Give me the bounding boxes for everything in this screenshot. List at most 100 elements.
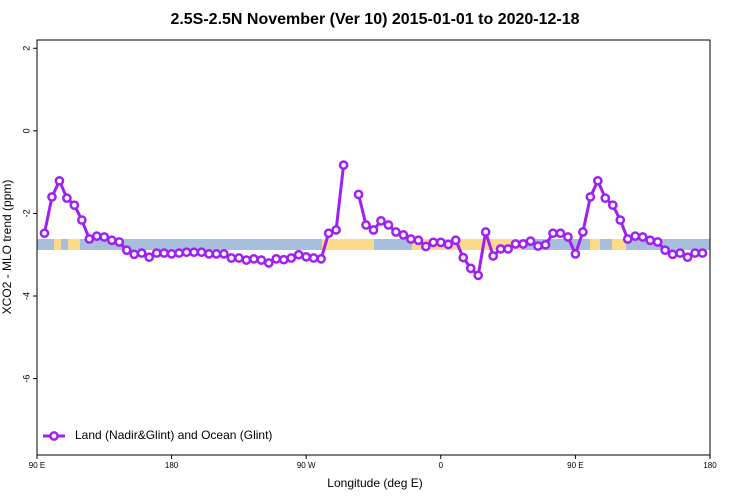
data-point bbox=[331, 225, 341, 235]
data-point bbox=[398, 230, 409, 240]
data-point bbox=[667, 249, 678, 260]
data-point bbox=[495, 244, 506, 254]
data-point bbox=[473, 270, 484, 281]
data-point bbox=[465, 263, 476, 274]
data-point bbox=[510, 239, 521, 249]
data-point bbox=[570, 249, 581, 259]
data-point bbox=[600, 193, 611, 204]
data-point bbox=[174, 248, 184, 258]
data-point bbox=[77, 215, 87, 225]
data-point bbox=[645, 235, 656, 246]
x-axis-label: Longitude (deg E) bbox=[327, 476, 422, 490]
data-point bbox=[518, 239, 528, 249]
data-point bbox=[278, 254, 289, 265]
data-point bbox=[166, 249, 177, 259]
data-point bbox=[219, 249, 229, 259]
data-point bbox=[69, 200, 80, 211]
y-tick-label: -4 bbox=[21, 292, 31, 300]
data-point bbox=[338, 160, 349, 170]
data-point bbox=[271, 254, 282, 264]
surface-band bbox=[37, 239, 710, 250]
data-point bbox=[563, 232, 573, 242]
chart-title: 2.5S-2.5N November (Ver 10) 2015-01-01 t… bbox=[170, 11, 579, 28]
data-point bbox=[84, 234, 95, 244]
data-point bbox=[114, 237, 125, 247]
data-point bbox=[159, 248, 169, 258]
data-point bbox=[129, 249, 140, 260]
data-point bbox=[301, 251, 312, 262]
data-point bbox=[458, 252, 469, 263]
legend-label: Land (Nadir&Glint) and Ocean (Glint) bbox=[75, 428, 272, 442]
data-point bbox=[234, 253, 244, 263]
legend-marker bbox=[49, 431, 59, 441]
data-point bbox=[488, 251, 498, 261]
land-band bbox=[612, 239, 626, 250]
data-point bbox=[435, 237, 446, 248]
data-point bbox=[106, 235, 117, 246]
data-point bbox=[62, 193, 72, 204]
data-point bbox=[443, 239, 454, 250]
data-point bbox=[308, 253, 319, 263]
data-point bbox=[525, 236, 536, 246]
data-point bbox=[47, 192, 57, 202]
y-tick-label: -2 bbox=[21, 209, 31, 217]
y-axis-label: XCO2 - MLO trend (ppm) bbox=[0, 180, 14, 315]
data-point bbox=[592, 175, 603, 186]
data-point bbox=[323, 228, 334, 239]
data-point bbox=[540, 239, 551, 250]
data-point bbox=[189, 247, 199, 258]
data-point bbox=[211, 249, 222, 259]
x-tick-label: 180 bbox=[703, 461, 717, 470]
data-point bbox=[353, 189, 364, 200]
data-point bbox=[249, 254, 259, 264]
data-point bbox=[652, 237, 663, 247]
data-point bbox=[682, 252, 693, 263]
data-point bbox=[585, 192, 596, 202]
y-tick-label: 2 bbox=[21, 46, 31, 51]
data-point bbox=[383, 220, 394, 230]
data-point bbox=[428, 237, 439, 248]
data-point bbox=[263, 258, 274, 268]
data-point bbox=[293, 249, 304, 260]
data-point bbox=[450, 235, 461, 246]
data-point bbox=[286, 253, 297, 263]
data-point bbox=[39, 228, 50, 239]
data-point bbox=[480, 227, 491, 237]
data-point bbox=[256, 255, 267, 265]
data-point bbox=[368, 225, 379, 235]
x-tick-label: 180 bbox=[165, 461, 179, 470]
land-band bbox=[322, 239, 374, 250]
data-point bbox=[361, 220, 371, 230]
plot-frame bbox=[36, 39, 711, 456]
data-point bbox=[420, 241, 431, 252]
data-point bbox=[91, 231, 102, 241]
series-line bbox=[43, 164, 703, 279]
data-point bbox=[660, 245, 670, 256]
data-point bbox=[226, 253, 237, 263]
data-point bbox=[413, 235, 424, 246]
data-point bbox=[548, 228, 558, 239]
data-point bbox=[151, 248, 162, 258]
data-point bbox=[241, 255, 252, 265]
data-point bbox=[697, 248, 708, 258]
x-tick-label: 90 E bbox=[567, 461, 583, 470]
data-point bbox=[204, 249, 214, 259]
data-point bbox=[136, 248, 147, 258]
land-band bbox=[54, 239, 61, 250]
data-point bbox=[637, 232, 648, 242]
data-point bbox=[181, 247, 192, 258]
data-point bbox=[615, 215, 626, 225]
data-point bbox=[376, 216, 386, 226]
data-point bbox=[607, 200, 618, 211]
data-point bbox=[630, 231, 641, 241]
data-point bbox=[316, 254, 327, 264]
data-point bbox=[406, 234, 416, 244]
data-point bbox=[690, 248, 700, 258]
data-point bbox=[622, 234, 633, 244]
land-band bbox=[590, 239, 600, 250]
x-tick-label: 90 E bbox=[29, 461, 45, 470]
data-point bbox=[533, 241, 543, 251]
data-point bbox=[555, 228, 566, 239]
land-band bbox=[412, 239, 522, 250]
